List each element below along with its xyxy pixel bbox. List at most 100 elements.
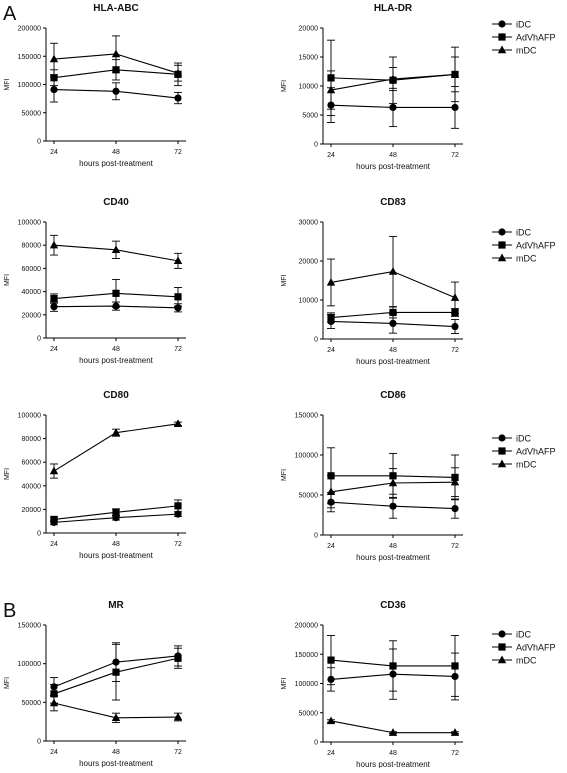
- data-point-idc: [451, 505, 459, 513]
- y-axis-label: MFI: [4, 274, 11, 286]
- data-point-advhafp: [112, 668, 120, 676]
- panel-title: MR: [108, 600, 124, 611]
- data-point-mdc: [388, 74, 398, 83]
- y-axis-label: MFI: [281, 469, 288, 481]
- data-point-mdc: [326, 487, 336, 495]
- data-point-mdc: [326, 85, 336, 94]
- x-tick-label: 72: [174, 149, 182, 156]
- y-tick-label: 50000: [22, 700, 42, 707]
- data-point-idc: [389, 103, 397, 112]
- data-point-advhafp: [451, 662, 459, 670]
- x-axis-label: hours post-treatment: [79, 551, 154, 560]
- data-point-mdc: [388, 728, 398, 736]
- legend-marker-advhafp: [498, 33, 506, 41]
- data-point-mdc: [111, 49, 121, 58]
- x-axis-label: hours post-treatment: [356, 162, 431, 171]
- y-axis-label: MFI: [4, 468, 11, 480]
- legend-marker-mdc: [497, 253, 507, 262]
- x-axis-label: hours post-treatment: [356, 553, 431, 562]
- x-tick-label: 48: [389, 750, 397, 757]
- x-axis-label: hours post-treatment: [79, 759, 154, 768]
- x-tick-label: 72: [451, 543, 459, 550]
- legend-label-advhafp: AdVhAFP: [516, 241, 556, 251]
- x-tick-label: 24: [327, 152, 335, 159]
- panel-title: CD83: [380, 197, 406, 208]
- panel-cd86: CD86 0 50000 100000 150000 24 48 72 hours post-t…: [281, 390, 556, 562]
- legend-label-idc: iDC: [516, 228, 531, 238]
- panel-title: CD80: [103, 390, 129, 401]
- y-tick-label: 50000: [22, 110, 42, 117]
- y-tick-label: 80000: [22, 436, 42, 443]
- y-tick-label: 100000: [295, 453, 318, 460]
- y-tick-label: 0: [37, 531, 41, 538]
- x-tick-label: 24: [50, 749, 58, 756]
- legend-label-idc: iDC: [516, 434, 531, 444]
- panel-title: HLA-DR: [374, 3, 413, 14]
- data-point-idc: [50, 85, 58, 94]
- legend-label-advhafp: AdVhAFP: [516, 643, 556, 653]
- y-tick-label: 60000: [22, 460, 42, 467]
- panel-cd83: CD83 0 10000 20000 30000 24 48 72 hours post-tre…: [281, 197, 556, 366]
- data-point-advhafp: [389, 308, 397, 317]
- data-point-mdc: [450, 69, 460, 78]
- y-tick-label: 100000: [18, 661, 41, 668]
- legend-label-idc: iDC: [516, 630, 531, 640]
- y-tick-label: 20000: [22, 312, 42, 319]
- y-tick-label: 0: [314, 142, 318, 149]
- data-point-idc: [451, 322, 459, 331]
- x-axis-label: hours post-treatment: [356, 357, 431, 366]
- legend-marker-mdc: [497, 459, 507, 468]
- x-axis-label: hours post-treatment: [356, 760, 431, 768]
- y-tick-label: 200000: [295, 623, 318, 630]
- y-tick-label: 10000: [299, 298, 319, 305]
- data-point-mdc: [111, 713, 121, 721]
- y-tick-label: 20000: [22, 507, 42, 514]
- legend-marker-mdc: [497, 655, 507, 664]
- x-tick-label: 24: [327, 347, 335, 354]
- legend-label-mdc: mDC: [516, 460, 537, 470]
- panel-hla-abc: HLA-ABC 0 50000 100000 150000 200000 24 48 72 hou…: [4, 3, 186, 168]
- x-tick-label: 24: [50, 149, 58, 156]
- data-point-advhafp: [174, 502, 182, 510]
- y-tick-label: 40000: [22, 483, 42, 490]
- y-tick-label: 15000: [299, 55, 319, 62]
- y-tick-label: 50000: [299, 493, 319, 500]
- y-axis-label: MFI: [281, 274, 288, 286]
- data-point-mdc: [173, 256, 183, 265]
- y-tick-label: 150000: [295, 413, 318, 420]
- y-tick-label: 150000: [295, 652, 318, 659]
- x-tick-label: 72: [451, 347, 459, 354]
- data-point-mdc: [49, 698, 59, 707]
- data-point-mdc: [173, 68, 183, 77]
- panel-title: CD40: [103, 197, 129, 208]
- data-point-mdc: [326, 277, 336, 286]
- legend: iDC AdVhAFP mDC: [492, 434, 556, 470]
- data-point-mdc: [49, 466, 59, 475]
- x-tick-label: 72: [174, 749, 182, 756]
- data-point-mdc: [111, 245, 121, 254]
- y-tick-label: 0: [37, 739, 41, 746]
- y-tick-label: 0: [37, 139, 41, 146]
- x-tick-label: 48: [112, 149, 120, 156]
- y-tick-label: 100000: [18, 413, 41, 420]
- data-point-mdc: [450, 728, 460, 736]
- legend-marker-idc: [498, 434, 506, 442]
- panel-hla-dr: HLA-DR 0 5000 10000 15000 20000 24 48 72 hours po…: [281, 3, 556, 171]
- legend-label-advhafp: AdVhAFP: [516, 447, 556, 457]
- y-tick-label: 0: [314, 337, 318, 344]
- section-label-b: B: [3, 600, 16, 622]
- y-axis-label: MFI: [281, 677, 288, 689]
- legend-marker-advhafp: [498, 241, 506, 249]
- x-tick-label: 72: [451, 750, 459, 757]
- y-tick-label: 40000: [22, 289, 42, 296]
- y-tick-label: 50000: [299, 710, 319, 717]
- data-point-idc: [174, 510, 182, 518]
- y-tick-label: 0: [314, 533, 318, 540]
- y-tick-label: 80000: [22, 243, 42, 250]
- legend-label-mdc: mDC: [516, 254, 537, 264]
- legend-marker-idc: [498, 630, 506, 638]
- section-label-a: A: [3, 3, 17, 25]
- data-point-mdc: [450, 477, 460, 486]
- panel-mr: MR 0 50000 100000 150000 24 48 72 hours post-tre…: [4, 600, 186, 768]
